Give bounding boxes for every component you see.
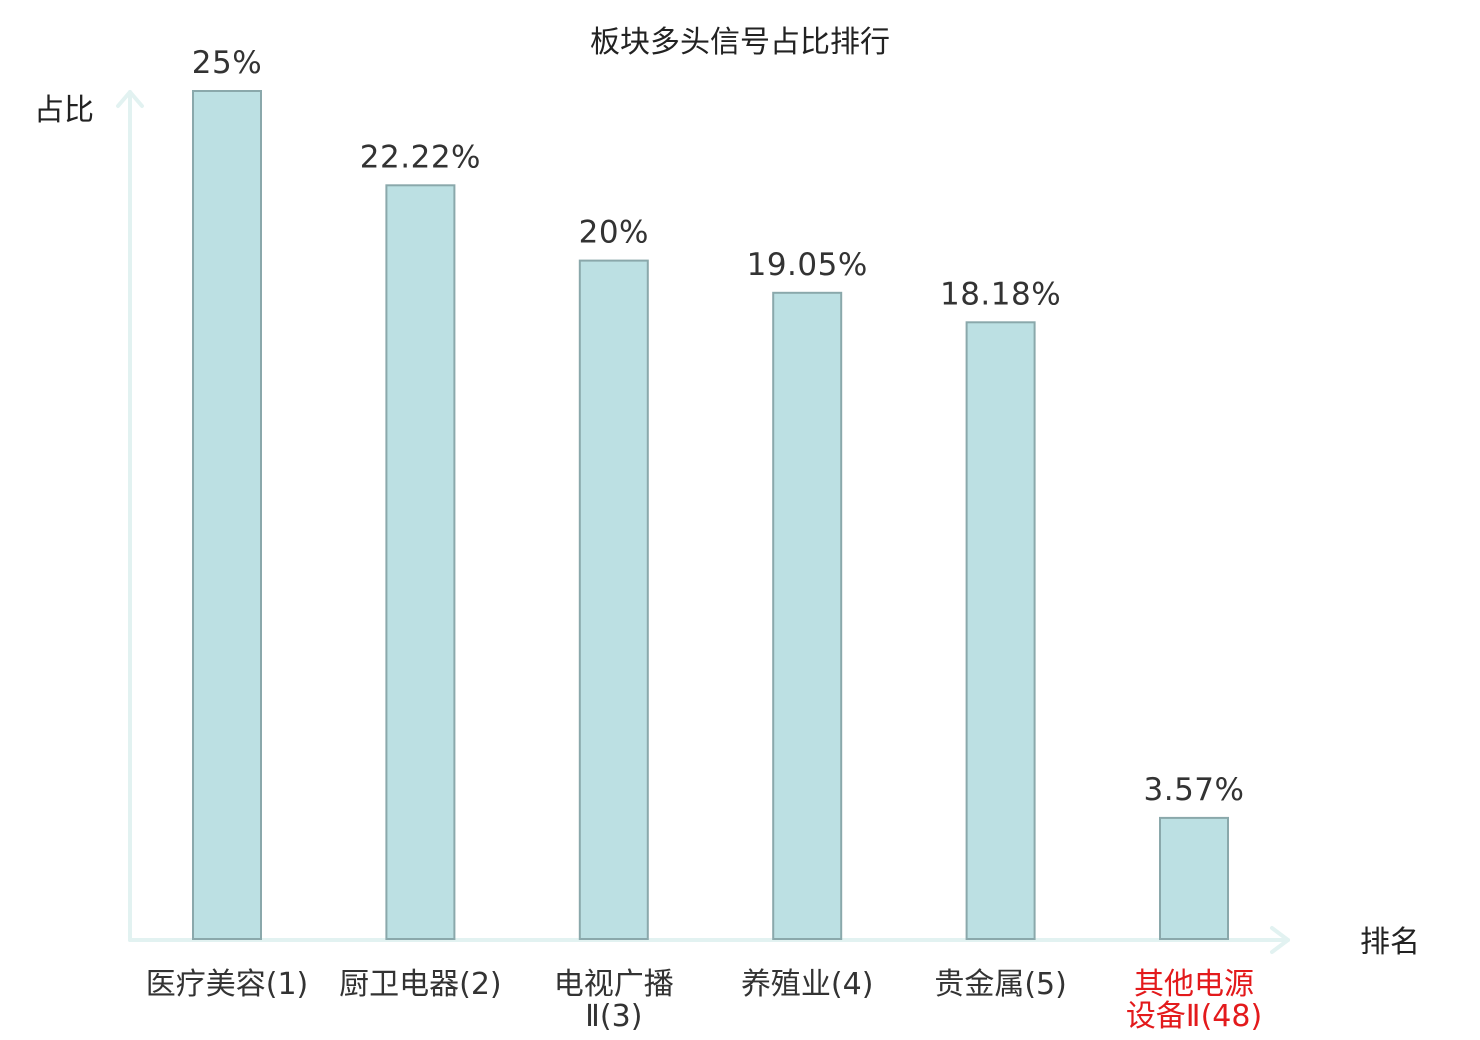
bar-2 [385, 184, 456, 941]
value-label-2: 22.22% [360, 139, 481, 175]
x-tick-label-3-line-1: 电视广播 [554, 967, 674, 1002]
bar-5 [965, 321, 1036, 940]
y-axis-title: 占比 [34, 93, 94, 128]
value-labels: 25% 22.22% 20% 19.05% 18.18% 3.57% [192, 45, 1245, 808]
x-axis-arrow [1270, 926, 1290, 954]
x-tick-label-1: 医疗美容(1) [146, 967, 309, 1002]
y-axis-arrow [116, 90, 144, 108]
x-tick-label-2: 厨卫电器(2) [339, 967, 502, 1002]
bar-4 [772, 291, 843, 940]
bar-1 [192, 90, 262, 940]
value-label-3: 20% [579, 215, 649, 251]
value-label-4: 19.05% [747, 247, 868, 283]
value-label-5: 18.18% [940, 276, 1061, 312]
x-tick-label-6-line-1: 其他电源 [1134, 967, 1254, 1002]
x-tick-label-3-line-2: Ⅱ(3) [585, 999, 642, 1034]
x-tick-label-5: 贵金属(5) [934, 967, 1067, 1002]
axes [116, 90, 1290, 954]
value-label-1: 25% [192, 45, 262, 81]
bars [192, 90, 1229, 941]
bar-6 [1159, 816, 1229, 941]
bar-3 [578, 259, 649, 941]
x-tick-label-4: 养殖业(4) [741, 967, 874, 1002]
x-axis-title: 排名 [1360, 925, 1420, 960]
chart-title: 板块多头信号占比排行 [590, 25, 890, 60]
value-label-6: 3.57% [1144, 772, 1245, 808]
x-tick-label-6-line-2: 设备Ⅱ(48) [1126, 999, 1262, 1034]
